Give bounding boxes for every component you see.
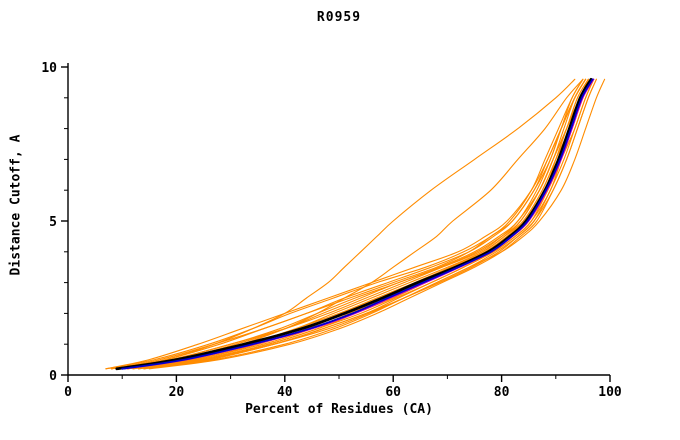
svg-text:100: 100 [598, 385, 622, 400]
svg-text:20: 20 [169, 385, 185, 400]
x-axis-label: Percent of Residues (CA) [245, 402, 433, 417]
svg-text:5: 5 [49, 215, 57, 230]
svg-text:0: 0 [64, 385, 72, 400]
chart-title: R0959 [316, 10, 362, 25]
svg-text:60: 60 [385, 385, 401, 400]
svg-text:10: 10 [41, 61, 57, 76]
svg-text:80: 80 [494, 385, 510, 400]
svg-text:0: 0 [49, 369, 57, 384]
svg-text:40: 40 [277, 385, 293, 400]
